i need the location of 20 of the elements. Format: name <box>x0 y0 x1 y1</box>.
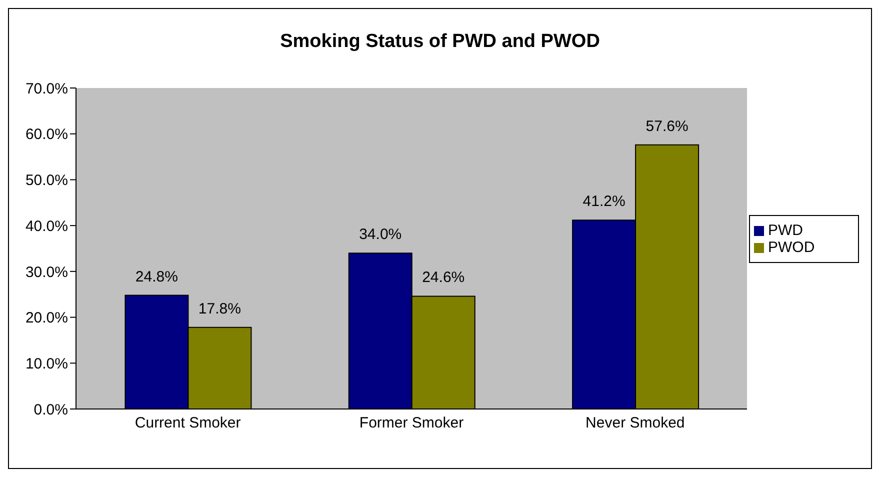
y-tick-label: 0.0% <box>34 401 68 418</box>
y-tick-label: 40.0% <box>25 218 68 235</box>
y-tick-label: 70.0% <box>25 80 68 98</box>
y-tick-label: 10.0% <box>25 355 68 372</box>
x-tick-label: Former Smoker <box>359 414 464 432</box>
y-tick-label: 60.0% <box>25 126 68 144</box>
x-tick-label: Never Smoked <box>586 414 685 432</box>
data-label: 57.6% <box>646 118 688 135</box>
chart-title: Smoking Status of PWD and PWOD <box>279 31 601 53</box>
data-label: 41.2% <box>582 193 626 210</box>
data-label: 34.0% <box>359 226 402 244</box>
y-tick-label: 50.0% <box>25 172 68 190</box>
legend-label: PWD <box>768 222 803 238</box>
data-label: 17.8% <box>198 300 241 318</box>
legend-label: PWOD <box>768 238 815 256</box>
y-tick-label: 30.0% <box>25 264 68 281</box>
data-label: 24.8% <box>135 268 178 286</box>
data-label: 24.6% <box>422 269 465 286</box>
y-tick-label: 20.0% <box>25 310 68 327</box>
x-tick-label: Current Smoker <box>134 414 241 432</box>
